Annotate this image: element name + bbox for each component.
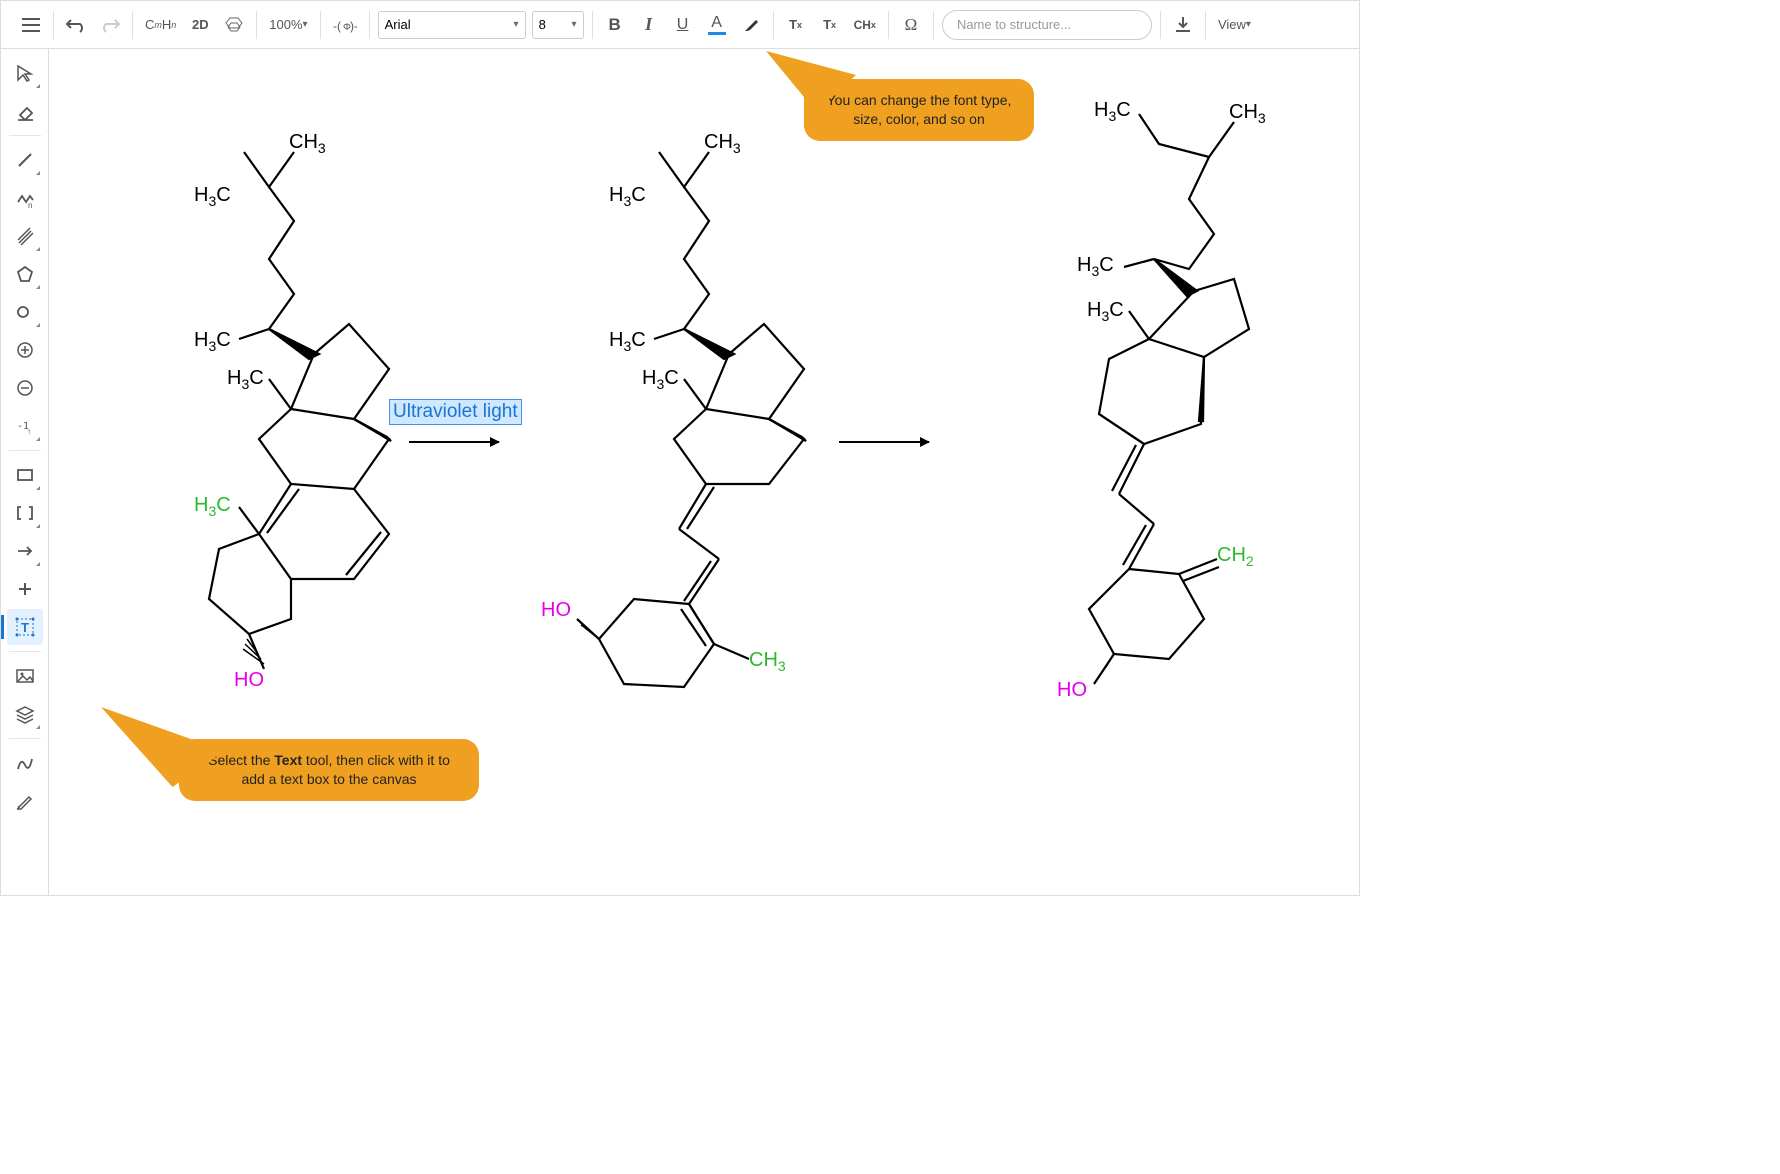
- layers-tool[interactable]: [7, 696, 43, 732]
- pen-tool[interactable]: [7, 783, 43, 819]
- font-size-value: 8: [539, 17, 546, 32]
- svg-text:T: T: [21, 620, 29, 635]
- select-tool[interactable]: [7, 55, 43, 91]
- charge-minus-tool[interactable]: [7, 370, 43, 406]
- font-family-value: Arial: [385, 17, 411, 32]
- rectangle-tool[interactable]: [7, 457, 43, 493]
- top-toolbar: CmHn 2D 100% ▾ -(Φ)- Arial▾ 8▾ B I U A: [1, 1, 1359, 49]
- font-family-select[interactable]: Arial▾: [378, 11, 526, 39]
- plus-tool[interactable]: [7, 571, 43, 607]
- zoom-level[interactable]: 100% ▾: [265, 11, 311, 39]
- font-size-select[interactable]: 8▾: [532, 11, 584, 39]
- superscript-button[interactable]: Tx: [782, 11, 810, 39]
- download-button[interactable]: [1169, 11, 1197, 39]
- left-toolbar: n -1↑ T: [1, 49, 49, 895]
- arrow-tool[interactable]: [7, 533, 43, 569]
- search-placeholder: Name to structure...: [957, 17, 1071, 32]
- molecule-1: CH3 H3C H3C H3C H3C HO: [139, 129, 399, 704]
- undo-button[interactable]: [62, 11, 90, 39]
- formula-button[interactable]: CmHn: [141, 11, 180, 39]
- view-label: View: [1218, 17, 1246, 32]
- text-color-button[interactable]: A: [703, 11, 731, 39]
- image-tool[interactable]: [7, 658, 43, 694]
- reaction-condition-label[interactable]: Ultraviolet light: [389, 399, 522, 425]
- charge-plus-tool[interactable]: [7, 332, 43, 368]
- chx-button[interactable]: CHx: [850, 11, 880, 39]
- bracket-tool[interactable]: [7, 495, 43, 531]
- freehand-tool[interactable]: [7, 745, 43, 781]
- text-tool[interactable]: T: [7, 609, 43, 645]
- chain-tool[interactable]: n: [7, 180, 43, 216]
- svg-text:-(: -(: [333, 19, 341, 33]
- redo-button[interactable]: [96, 11, 124, 39]
- symbol-button[interactable]: Ω: [897, 11, 925, 39]
- text-hint-a: Select the: [208, 752, 274, 768]
- zoom-value: 100%: [269, 17, 302, 32]
- svg-text:)-: )-: [350, 19, 357, 33]
- highlight-button[interactable]: [737, 11, 765, 39]
- eraser-tool[interactable]: [7, 93, 43, 129]
- grid-button[interactable]: -(Φ)-: [329, 11, 361, 39]
- multi-bond-tool[interactable]: [7, 218, 43, 254]
- search-input[interactable]: Name to structure...: [942, 10, 1152, 40]
- radical-tool[interactable]: -1↑: [7, 408, 43, 444]
- italic-button[interactable]: I: [635, 11, 663, 39]
- workspace: n -1↑ T You can change the font type, si…: [1, 49, 1359, 895]
- svg-text:↑: ↑: [27, 427, 31, 436]
- ring-tool[interactable]: [7, 256, 43, 292]
- text-tool-hint-callout: Select the Text tool, then click with it…: [179, 739, 479, 801]
- molecule-2: CH3 H3C H3C H3C HO CH3: [539, 129, 829, 704]
- bond-tool[interactable]: [7, 142, 43, 178]
- reaction-arrow-2: [839, 441, 929, 443]
- three-d-button[interactable]: [220, 11, 248, 39]
- reaction-arrow-1: [409, 441, 499, 443]
- atom-tool[interactable]: [7, 294, 43, 330]
- underline-button[interactable]: U: [669, 11, 697, 39]
- molecule-3: CH3 H3C H3C H3C CH2 HO: [979, 99, 1279, 724]
- subscript-button[interactable]: Tx: [816, 11, 844, 39]
- bold-button[interactable]: B: [601, 11, 629, 39]
- svg-text:n: n: [28, 201, 32, 208]
- menu-button[interactable]: [17, 11, 45, 39]
- view-menu[interactable]: View ▾: [1214, 11, 1255, 39]
- canvas[interactable]: You can change the font type, size, colo…: [49, 49, 1359, 895]
- text-hint-b: Text: [274, 752, 302, 768]
- mode-2d-button[interactable]: 2D: [186, 11, 214, 39]
